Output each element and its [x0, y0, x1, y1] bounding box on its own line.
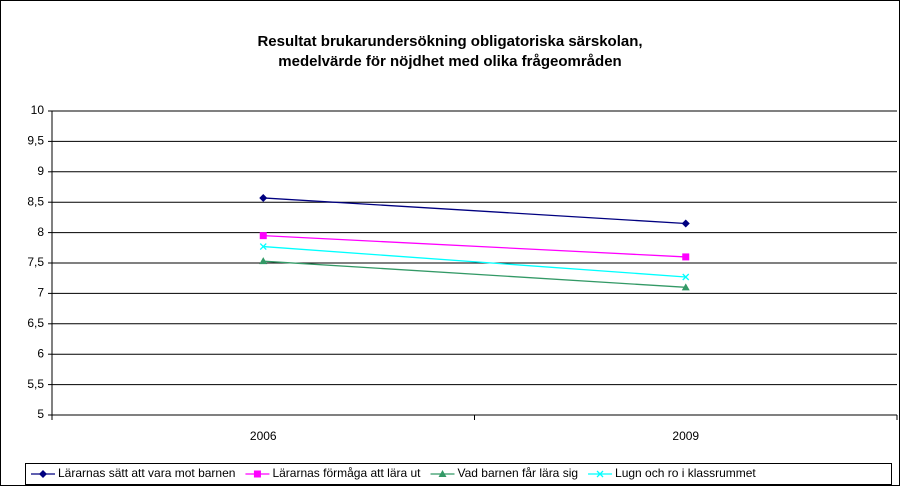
marker — [682, 253, 690, 261]
y-tick-label: 7 — [37, 286, 44, 300]
series-line — [263, 197, 686, 225]
marker — [259, 243, 267, 251]
series-line — [263, 234, 686, 258]
legend-label: Lugn och ro i klassrummet — [615, 466, 756, 480]
chart-title: Resultat brukarundersökning obligatorisk… — [257, 33, 642, 50]
marker — [596, 470, 604, 478]
legend-label: Vad barnen får lära sig — [458, 466, 579, 480]
y-tick-label: 8 — [37, 225, 44, 239]
series-line — [263, 260, 686, 288]
y-tick-label: 9,5 — [27, 134, 44, 148]
marker — [438, 470, 447, 477]
marker — [39, 470, 47, 478]
y-tick-label: 10 — [31, 103, 45, 117]
series-line — [263, 245, 686, 278]
y-tick-label: 9 — [37, 164, 44, 178]
y-tick-label: 5 — [37, 407, 44, 421]
legend-box — [25, 463, 892, 485]
y-tick-label: 8,5 — [27, 194, 44, 208]
y-tick-label: 7,5 — [27, 255, 44, 269]
marker — [253, 470, 261, 478]
marker — [682, 273, 690, 281]
marker — [259, 193, 268, 202]
x-tick-label: 2009 — [672, 429, 699, 443]
legend-label: Lärarnas förmåga att lära ut — [272, 466, 421, 480]
marker — [259, 257, 268, 265]
marker — [259, 232, 267, 240]
legend-label: Lärarnas sätt att vara mot barnen — [58, 466, 235, 480]
y-tick-label: 5,5 — [27, 377, 44, 391]
marker — [681, 283, 690, 291]
x-tick-label: 2006 — [250, 429, 277, 443]
chart-title: medelvärde för nöjdhet med olika frågeom… — [278, 53, 621, 70]
marker — [681, 219, 690, 228]
y-tick-label: 6,5 — [27, 316, 44, 330]
y-tick-label: 6 — [37, 346, 44, 360]
